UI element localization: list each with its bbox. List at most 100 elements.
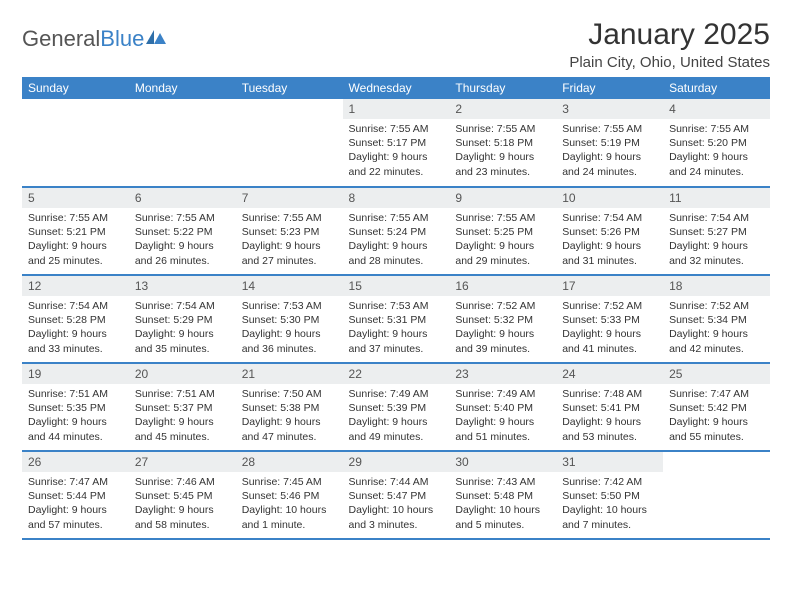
sunrise: Sunrise: 7:55 AM [242, 211, 337, 225]
day-number: 26 [22, 452, 129, 472]
day-number: 21 [236, 364, 343, 384]
day-number: 15 [343, 276, 450, 296]
day-cell: 23Sunrise: 7:49 AMSunset: 5:40 PMDayligh… [449, 363, 556, 451]
sunset: Sunset: 5:20 PM [669, 136, 764, 150]
sunset: Sunset: 5:41 PM [562, 401, 657, 415]
day-number: 22 [343, 364, 450, 384]
day-number: 17 [556, 276, 663, 296]
sunrise: Sunrise: 7:54 AM [135, 299, 230, 313]
day-cell [22, 99, 129, 187]
sunset: Sunset: 5:38 PM [242, 401, 337, 415]
day-number: 24 [556, 364, 663, 384]
day-number: 8 [343, 188, 450, 208]
day-detail: Sunrise: 7:44 AMSunset: 5:47 PMDaylight:… [343, 472, 450, 536]
daylight-line2: and 23 minutes. [455, 165, 550, 179]
daylight-line1: Daylight: 10 hours [242, 503, 337, 517]
day-cell: 25Sunrise: 7:47 AMSunset: 5:42 PMDayligh… [663, 363, 770, 451]
daylight-line2: and 53 minutes. [562, 430, 657, 444]
sunrise: Sunrise: 7:47 AM [28, 475, 123, 489]
day-number: 5 [22, 188, 129, 208]
header: GeneralBlue January 2025 Plain City, Ohi… [22, 18, 770, 71]
sunrise: Sunrise: 7:45 AM [242, 475, 337, 489]
daylight-line2: and 24 minutes. [562, 165, 657, 179]
day-number: 2 [449, 99, 556, 119]
daylight-line2: and 7 minutes. [562, 518, 657, 532]
daylight-line2: and 26 minutes. [135, 254, 230, 268]
daylight-line1: Daylight: 9 hours [28, 239, 123, 253]
day-detail: Sunrise: 7:55 AMSunset: 5:23 PMDaylight:… [236, 208, 343, 272]
day-cell: 18Sunrise: 7:52 AMSunset: 5:34 PMDayligh… [663, 275, 770, 363]
day-cell: 5Sunrise: 7:55 AMSunset: 5:21 PMDaylight… [22, 187, 129, 275]
daylight-line1: Daylight: 9 hours [669, 327, 764, 341]
day-number: 18 [663, 276, 770, 296]
daylight-line1: Daylight: 9 hours [349, 415, 444, 429]
day-number: 7 [236, 188, 343, 208]
day-cell: 29Sunrise: 7:44 AMSunset: 5:47 PMDayligh… [343, 451, 450, 539]
day-header: Sunday [22, 77, 129, 99]
day-cell: 19Sunrise: 7:51 AMSunset: 5:35 PMDayligh… [22, 363, 129, 451]
daylight-line2: and 49 minutes. [349, 430, 444, 444]
day-cell: 26Sunrise: 7:47 AMSunset: 5:44 PMDayligh… [22, 451, 129, 539]
daylight-line1: Daylight: 9 hours [349, 239, 444, 253]
sunset: Sunset: 5:18 PM [455, 136, 550, 150]
daylight-line2: and 44 minutes. [28, 430, 123, 444]
day-detail: Sunrise: 7:53 AMSunset: 5:31 PMDaylight:… [343, 296, 450, 360]
sunset: Sunset: 5:44 PM [28, 489, 123, 503]
sunrise: Sunrise: 7:48 AM [562, 387, 657, 401]
day-detail: Sunrise: 7:47 AMSunset: 5:44 PMDaylight:… [22, 472, 129, 536]
sunset: Sunset: 5:46 PM [242, 489, 337, 503]
day-number: 13 [129, 276, 236, 296]
day-header: Tuesday [236, 77, 343, 99]
daylight-line2: and 45 minutes. [135, 430, 230, 444]
daylight-line2: and 29 minutes. [455, 254, 550, 268]
sunset: Sunset: 5:45 PM [135, 489, 230, 503]
sunset: Sunset: 5:23 PM [242, 225, 337, 239]
day-detail: Sunrise: 7:51 AMSunset: 5:37 PMDaylight:… [129, 384, 236, 448]
day-detail: Sunrise: 7:52 AMSunset: 5:34 PMDaylight:… [663, 296, 770, 360]
day-cell: 13Sunrise: 7:54 AMSunset: 5:29 PMDayligh… [129, 275, 236, 363]
day-cell: 3Sunrise: 7:55 AMSunset: 5:19 PMDaylight… [556, 99, 663, 187]
day-cell: 7Sunrise: 7:55 AMSunset: 5:23 PMDaylight… [236, 187, 343, 275]
month-title: January 2025 [569, 18, 770, 52]
day-detail: Sunrise: 7:46 AMSunset: 5:45 PMDaylight:… [129, 472, 236, 536]
daylight-line2: and 51 minutes. [455, 430, 550, 444]
week-row: 5Sunrise: 7:55 AMSunset: 5:21 PMDaylight… [22, 187, 770, 275]
daylight-line1: Daylight: 9 hours [669, 239, 764, 253]
day-detail: Sunrise: 7:55 AMSunset: 5:18 PMDaylight:… [449, 119, 556, 183]
daylight-line2: and 1 minute. [242, 518, 337, 532]
daylight-line2: and 3 minutes. [349, 518, 444, 532]
day-detail: Sunrise: 7:53 AMSunset: 5:30 PMDaylight:… [236, 296, 343, 360]
day-cell: 9Sunrise: 7:55 AMSunset: 5:25 PMDaylight… [449, 187, 556, 275]
daylight-line2: and 22 minutes. [349, 165, 444, 179]
brand-part1: General [22, 26, 100, 52]
day-cell: 28Sunrise: 7:45 AMSunset: 5:46 PMDayligh… [236, 451, 343, 539]
day-detail: Sunrise: 7:54 AMSunset: 5:28 PMDaylight:… [22, 296, 129, 360]
daylight-line1: Daylight: 9 hours [135, 503, 230, 517]
sunrise: Sunrise: 7:51 AM [135, 387, 230, 401]
day-cell: 31Sunrise: 7:42 AMSunset: 5:50 PMDayligh… [556, 451, 663, 539]
sunset: Sunset: 5:33 PM [562, 313, 657, 327]
daylight-line2: and 25 minutes. [28, 254, 123, 268]
sunrise: Sunrise: 7:55 AM [349, 122, 444, 136]
sunrise: Sunrise: 7:43 AM [455, 475, 550, 489]
sunrise: Sunrise: 7:44 AM [349, 475, 444, 489]
day-number: 16 [449, 276, 556, 296]
day-cell: 15Sunrise: 7:53 AMSunset: 5:31 PMDayligh… [343, 275, 450, 363]
day-detail: Sunrise: 7:54 AMSunset: 5:26 PMDaylight:… [556, 208, 663, 272]
day-cell: 12Sunrise: 7:54 AMSunset: 5:28 PMDayligh… [22, 275, 129, 363]
day-number: 6 [129, 188, 236, 208]
day-number: 20 [129, 364, 236, 384]
sunset: Sunset: 5:48 PM [455, 489, 550, 503]
daylight-line2: and 37 minutes. [349, 342, 444, 356]
day-detail: Sunrise: 7:52 AMSunset: 5:32 PMDaylight:… [449, 296, 556, 360]
sunrise: Sunrise: 7:55 AM [562, 122, 657, 136]
day-detail: Sunrise: 7:55 AMSunset: 5:20 PMDaylight:… [663, 119, 770, 183]
day-cell: 22Sunrise: 7:49 AMSunset: 5:39 PMDayligh… [343, 363, 450, 451]
day-number: 30 [449, 452, 556, 472]
daylight-line1: Daylight: 9 hours [28, 503, 123, 517]
day-number: 14 [236, 276, 343, 296]
sunset: Sunset: 5:21 PM [28, 225, 123, 239]
day-cell: 27Sunrise: 7:46 AMSunset: 5:45 PMDayligh… [129, 451, 236, 539]
daylight-line2: and 31 minutes. [562, 254, 657, 268]
day-header: Friday [556, 77, 663, 99]
